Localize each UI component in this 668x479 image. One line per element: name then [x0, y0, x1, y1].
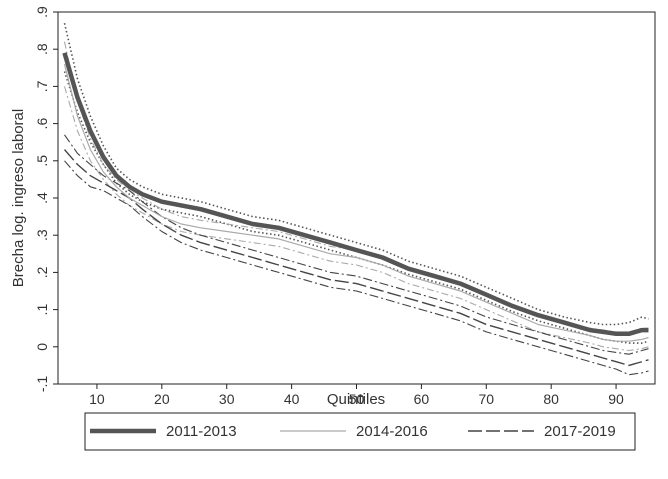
y-tick-label: .3: [34, 229, 50, 241]
x-tick-label: 20: [154, 391, 170, 407]
y-tick-label: .1: [34, 304, 50, 316]
y-tick-label: .4: [34, 192, 50, 204]
y-axis-label: Brecha log. ingreso laboral: [10, 109, 27, 287]
y-tick-label: .8: [34, 43, 50, 55]
x-axis: 10 20 30 40 50 60 70 80 90: [89, 384, 624, 407]
y-tick-label: 0: [34, 343, 50, 351]
x-tick-label: 40: [284, 391, 300, 407]
series-1-ci-lower: [63, 86, 649, 352]
y-tick-label: .5: [34, 155, 50, 167]
series-0-ci-lower: [63, 71, 649, 344]
y-tick-label: -.1: [34, 376, 50, 393]
series-0-ci-upper: [63, 23, 649, 326]
x-tick-label: 30: [219, 391, 235, 407]
series-1-line: [63, 63, 649, 342]
x-axis-label: Quintiles: [327, 391, 385, 408]
legend-label-0: 2011-2013: [166, 423, 237, 440]
legend-label-2: 2017-2019: [544, 423, 616, 440]
legend-box: [84, 412, 636, 451]
y-tick-label: .2: [34, 266, 50, 278]
series-0-line: [62, 52, 649, 337]
x-tick-label: 10: [89, 391, 105, 407]
y-tick-label: .7: [34, 80, 50, 92]
y-tick-label: .6: [34, 118, 50, 130]
y-tick-label: .9: [34, 6, 50, 18]
x-tick-label: 60: [414, 391, 430, 407]
x-tick-label: 80: [543, 391, 559, 407]
x-tick-label: 50: [349, 391, 365, 407]
y-axis: -.1 0 .1 .2 .3 .4 .5 .6 .7 .8 .9: [34, 6, 58, 392]
series-2-ci-upper: [64, 134, 649, 355]
series-layer: [62, 23, 649, 376]
x-tick-label: 70: [478, 391, 494, 407]
legend-label-1: 2014-2016: [356, 423, 428, 440]
x-tick-label: 90: [608, 391, 624, 407]
series-2-ci-lower: [64, 160, 649, 376]
legend: 2011-2013 2014-2016 2017-2019: [84, 412, 636, 451]
